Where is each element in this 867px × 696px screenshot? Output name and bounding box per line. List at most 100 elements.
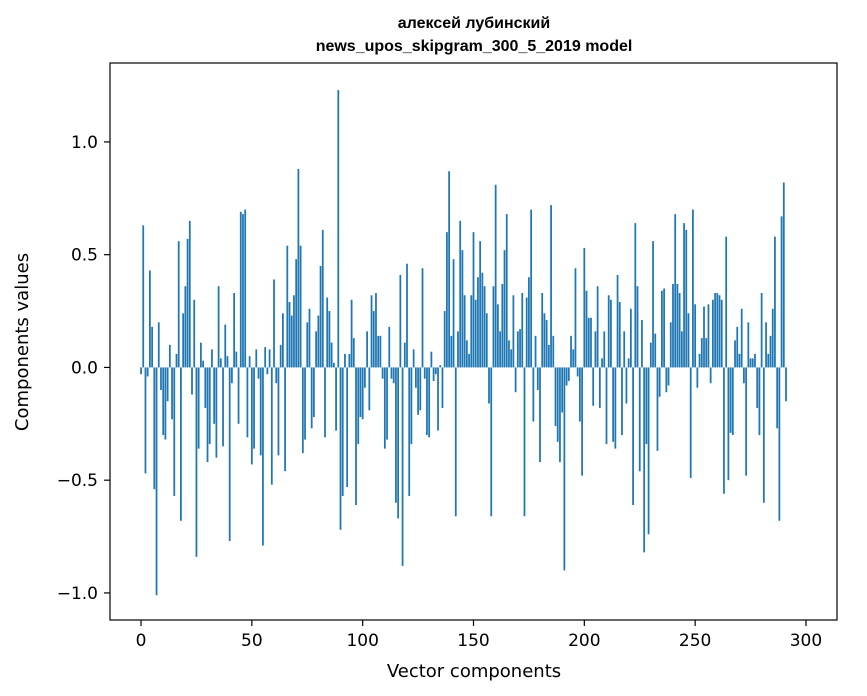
bar [262, 367, 264, 546]
bar [738, 353, 741, 368]
bar [579, 367, 581, 422]
bar [412, 349, 415, 368]
chart-title-line-1: алексей лубинский [398, 15, 550, 32]
bar [346, 367, 349, 487]
bar [182, 313, 185, 368]
bar [614, 367, 617, 449]
bar [694, 304, 697, 368]
bar [658, 367, 661, 397]
bar [370, 295, 373, 368]
bar [649, 342, 652, 368]
x-tick-label: 200 [568, 631, 600, 651]
bar [290, 315, 293, 368]
bar [399, 274, 402, 368]
bar [242, 214, 244, 368]
bar [191, 367, 193, 395]
bar [344, 353, 346, 368]
bar [687, 313, 690, 368]
bar [503, 250, 506, 368]
bar [727, 367, 730, 481]
bar [171, 367, 173, 420]
bar [237, 367, 240, 424]
bar [492, 286, 495, 368]
bar [213, 367, 216, 424]
bar [146, 367, 149, 377]
bar [341, 367, 344, 496]
bar [310, 367, 313, 429]
bar [598, 367, 601, 409]
bar [228, 367, 231, 542]
bar [740, 308, 743, 368]
bar [692, 209, 694, 368]
bar [592, 367, 595, 406]
x-tick-label: 250 [679, 631, 711, 651]
bar [390, 367, 393, 379]
bar [268, 349, 271, 368]
bar [601, 358, 603, 368]
bar [155, 367, 158, 596]
bar [211, 349, 213, 368]
bar [383, 367, 386, 449]
bar [282, 313, 284, 368]
bar [250, 367, 253, 465]
bar [361, 367, 364, 420]
bar [434, 367, 437, 375]
bar [277, 367, 280, 456]
bar [743, 367, 745, 384]
bar [372, 311, 375, 368]
bar [758, 367, 761, 436]
bar [745, 367, 748, 476]
bar [605, 367, 608, 445]
bar [270, 367, 273, 485]
bar [421, 268, 424, 368]
bar [321, 229, 324, 368]
y-tick-label: −0.5 [57, 471, 98, 491]
bar [647, 367, 650, 535]
bar [264, 347, 267, 368]
bar [348, 353, 351, 368]
bar [765, 322, 767, 368]
bar [235, 351, 238, 368]
bar [652, 241, 654, 368]
bar [623, 331, 626, 368]
bar [629, 308, 632, 368]
bar [751, 358, 754, 368]
bar [656, 367, 659, 451]
bar [572, 349, 575, 368]
bar [288, 302, 291, 368]
bar [550, 205, 552, 368]
bar [674, 214, 677, 368]
bar [332, 362, 335, 368]
bar [377, 335, 380, 368]
bar [366, 331, 368, 368]
bar [736, 326, 739, 368]
bar [567, 367, 570, 381]
plot-frame [109, 62, 838, 621]
bar [711, 299, 714, 368]
bar [253, 367, 255, 449]
bar [645, 367, 648, 445]
bar [461, 250, 464, 368]
bar [514, 367, 517, 393]
bar [293, 295, 295, 368]
bar [776, 367, 779, 429]
bar [725, 236, 728, 368]
bar [239, 211, 242, 368]
bar [477, 277, 479, 368]
bar [441, 367, 444, 409]
bar [219, 358, 222, 368]
bar [273, 279, 275, 368]
bar [454, 367, 457, 517]
bar [698, 353, 701, 368]
bar [197, 367, 200, 449]
bar [414, 367, 417, 388]
bar [767, 353, 770, 368]
bar [519, 329, 521, 368]
bar [594, 331, 597, 368]
bar [326, 297, 329, 368]
bar [596, 286, 599, 368]
bar [720, 299, 723, 368]
bar [401, 367, 404, 566]
bar [499, 331, 501, 368]
bar [638, 367, 641, 472]
